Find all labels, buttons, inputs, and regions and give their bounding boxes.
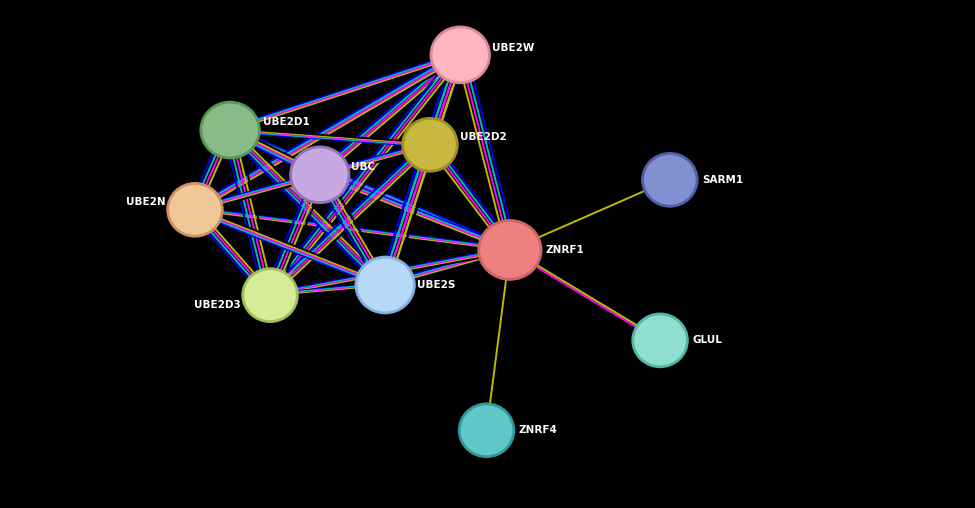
- Ellipse shape: [291, 147, 349, 203]
- Ellipse shape: [243, 269, 297, 322]
- Ellipse shape: [431, 27, 489, 83]
- Text: UBE2D1: UBE2D1: [263, 117, 310, 127]
- Ellipse shape: [356, 257, 414, 313]
- Text: UBE2D3: UBE2D3: [194, 300, 241, 310]
- Text: ZNRF1: ZNRF1: [546, 245, 585, 255]
- Ellipse shape: [643, 153, 697, 206]
- Ellipse shape: [403, 118, 457, 171]
- Ellipse shape: [479, 220, 541, 279]
- Text: UBE2N: UBE2N: [126, 197, 166, 207]
- Text: UBE2S: UBE2S: [417, 280, 455, 290]
- Ellipse shape: [633, 314, 687, 367]
- Text: GLUL: GLUL: [692, 335, 722, 345]
- Text: ZNRF4: ZNRF4: [519, 425, 558, 435]
- Text: UBC: UBC: [351, 162, 375, 172]
- Text: UBE2D2: UBE2D2: [460, 132, 507, 142]
- Text: UBE2W: UBE2W: [492, 43, 534, 53]
- Ellipse shape: [168, 183, 222, 236]
- Ellipse shape: [459, 404, 514, 457]
- Text: SARM1: SARM1: [702, 175, 743, 185]
- Ellipse shape: [201, 102, 259, 158]
